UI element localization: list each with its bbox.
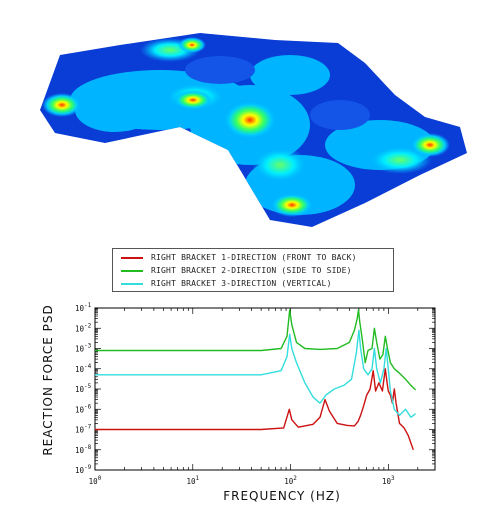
x-tick-label: 101 — [186, 475, 199, 486]
series-lines — [95, 309, 417, 451]
y-axis-title: REACTION FORCE PSD — [41, 304, 55, 455]
fem-plate — [40, 33, 467, 227]
legend-entry: RIGHT BRACKET 3-DIRECTION (VERTICAL) — [113, 278, 393, 290]
fem-contour-plot — [40, 33, 467, 227]
x-tick-label: 100 — [89, 475, 102, 486]
legend-swatch — [121, 270, 143, 272]
y-tick-label: 10-1 — [75, 302, 92, 313]
legend-entry: RIGHT BRACKET 2-DIRECTION (SIDE TO SIDE) — [113, 265, 393, 277]
plot-frame — [94, 307, 436, 471]
y-tick-label: 10-4 — [75, 363, 92, 374]
y-tick-label: 10-7 — [75, 424, 92, 435]
x-tick-labels: 100 101 102 103 — [89, 475, 395, 486]
series-line-1 — [95, 368, 414, 451]
y-tick-label: 10-5 — [75, 383, 92, 394]
y-tick-label: 10-9 — [75, 464, 92, 475]
legend-swatch — [121, 283, 143, 285]
y-tick-label: 10-3 — [75, 343, 92, 354]
series-line-2 — [95, 309, 417, 391]
x-tick-label: 103 — [382, 475, 395, 486]
minor-ticks — [94, 308, 436, 471]
chart-legend: RIGHT BRACKET 1-DIRECTION (FRONT TO BACK… — [112, 248, 394, 292]
legend-label: RIGHT BRACKET 1-DIRECTION (FRONT TO BACK… — [151, 253, 357, 262]
psd-chart: 100 101 102 103 10-910-810-710-610-510-410-… — [41, 302, 436, 503]
x-tick-label: 102 — [284, 475, 297, 486]
y-tick-labels: 10-9 10-8 10-7 10-6 10-5 10-4 10-3 10-2 10-1 — [75, 302, 92, 475]
y-tick-label: 10-8 — [75, 444, 92, 455]
y-tick-label: 10-2 — [75, 322, 92, 333]
legend-entry: RIGHT BRACKET 1-DIRECTION (FRONT TO BACK… — [113, 252, 393, 264]
legend-label: RIGHT BRACKET 2-DIRECTION (SIDE TO SIDE) — [151, 266, 352, 275]
y-tick-label: 10-6 — [75, 403, 92, 414]
legend-swatch — [121, 257, 143, 259]
x-axis-title: FREQUENCY (HZ) — [223, 489, 341, 503]
legend-label: RIGHT BRACKET 3-DIRECTION (VERTICAL) — [151, 279, 332, 288]
plot-border — [94, 307, 436, 471]
series-line-3 — [95, 329, 417, 418]
